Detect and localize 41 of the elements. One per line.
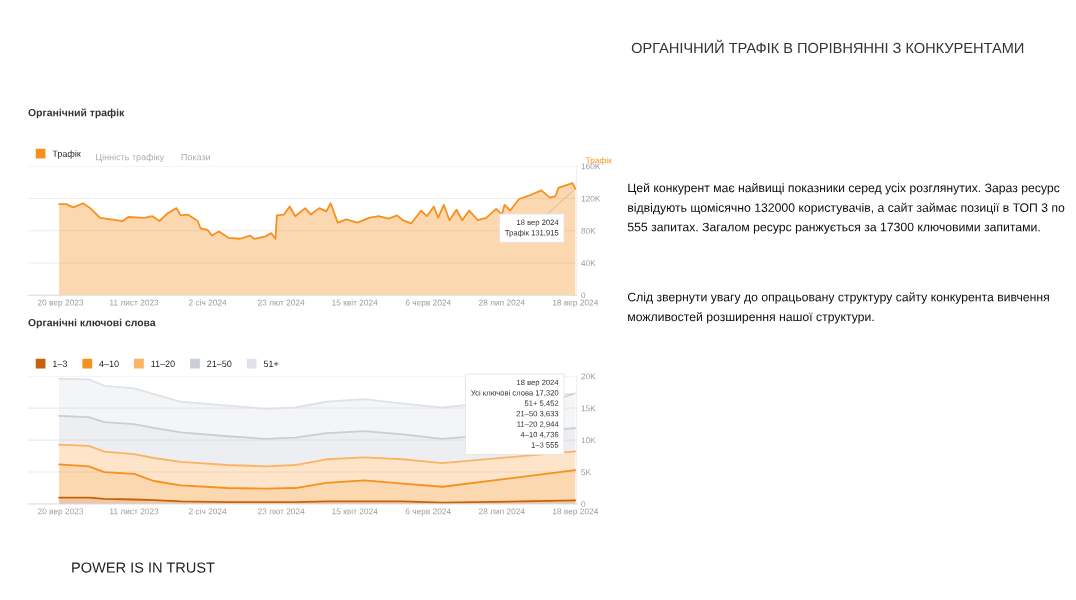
y-tick-label: 5K [581,469,591,476]
x-tick-label: 18 вер 2024 [552,508,599,516]
x-tick-label: 20 вер 2023 [37,508,84,516]
legend-label: Трафік [52,150,81,159]
y-tick-label: 0 [581,292,586,299]
x-tick-label: 11 лист 2023 [110,508,159,515]
legend-label: 21–50 [207,360,232,367]
x-tick-label: 6 черв 2024 [405,299,451,308]
text: POWER IS IN TRUST [72,562,215,573]
x-tick-label: 15 квіт 2024 [332,299,378,306]
x-tick-label: 2 січ 2024 [188,299,227,306]
legend-label: 1–3 [53,360,68,367]
x-tick-label: 2 січ 2024 [188,508,227,515]
y-tick-label: 0 [581,501,586,508]
x-tick-label: 15 квіт 2024 [332,508,378,515]
legend-label: 4–10 [99,360,119,367]
text: Слід звернути увагу до опрацьовану структуру сайту конкурента вивчення можливостей розширення нашої структури. [627,292,1049,324]
legend-label: 11–20 [151,360,175,367]
x-tick-label: 6 черв 2024 [405,508,451,516]
x-tick-label: 23 лют 2024 [257,508,305,515]
text: Цей конкурент має найвищі показники серед усіх розглянутих. Зараз ресурс відвідують щомісячно 132000 користувачів, а сайт займає позиції в ТОП 3 по 555 запитах. Загалом ресурс ранжується за 17300 ключовими запитами. [627,183,1065,234]
x-tick-label: 28 лип 2024 [478,299,525,306]
y-tick-label: 20K [581,373,596,380]
x-tick-label: 28 лип 2024 [478,508,525,515]
legend-label: 51+ [263,360,279,367]
text: ОРГАНІЧНИЙ ТРАФІК В ПОРІВНЯННІ З КОНКУРЕНТАМИ [631,39,1024,54]
chart-title: Органічні ключові слова [28,318,156,329]
y-tick-label: 15K [581,405,596,412]
x-tick-label: 20 вер 2023 [37,299,84,308]
y-axis-title: Трафік [585,157,612,165]
x-tick-label: 23 лют 2024 [257,299,305,306]
y-tick-label: 40K [581,260,596,267]
x-tick-label: 11 лист 2023 [110,299,159,306]
x-tick-label: 18 вер 2024 [552,299,599,308]
text: Покази [181,153,211,161]
chart-title: Органічний трафік [28,108,125,119]
y-tick-label: 160K [581,163,601,170]
y-tick-label: 120K [581,195,601,202]
y-tick-label: 10K [581,437,596,444]
text: Цінність трафіку [96,153,165,163]
y-tick-label: 80K [581,227,596,234]
